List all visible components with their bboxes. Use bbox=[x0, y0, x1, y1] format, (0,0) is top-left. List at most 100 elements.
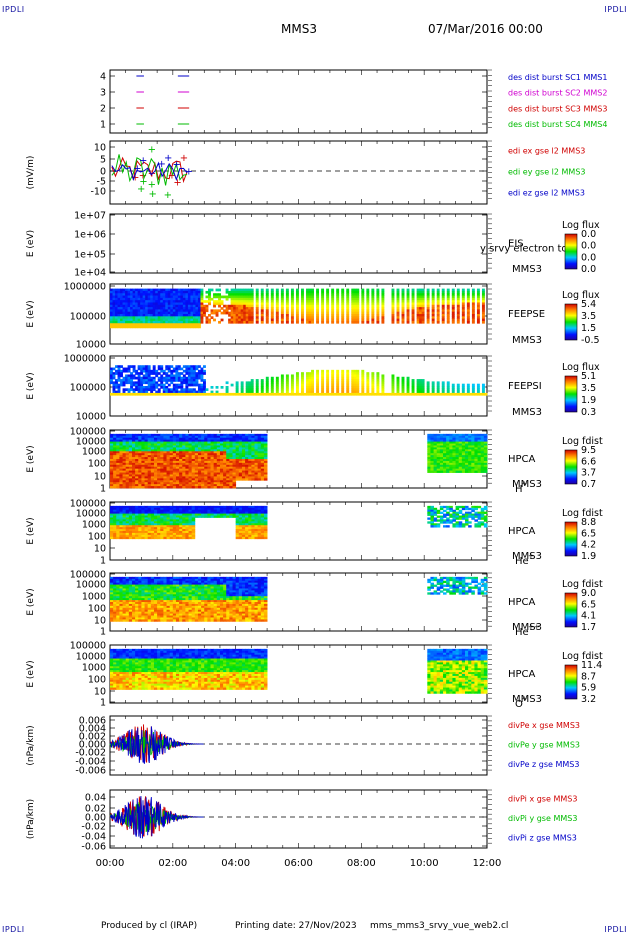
spectrogram-cell bbox=[238, 453, 243, 456]
spectrogram-cell bbox=[326, 314, 330, 317]
spectrogram-cell bbox=[241, 464, 246, 468]
spectrogram-cell bbox=[155, 383, 159, 387]
spectrogram-cell bbox=[257, 460, 262, 464]
spectrogram-cell bbox=[419, 307, 423, 310]
spectrogram-cell bbox=[141, 474, 145, 477]
spectrogram-cell bbox=[120, 307, 123, 310]
spectrogram-cell bbox=[113, 459, 117, 462]
spectrogram-cell bbox=[216, 439, 221, 442]
spectrogram-cell bbox=[306, 314, 309, 317]
spectrogram-cell bbox=[152, 376, 156, 380]
spectrogram-cell bbox=[406, 320, 410, 324]
spectrogram-cell bbox=[197, 443, 202, 446]
spectrogram-cell bbox=[141, 435, 145, 439]
spectrogram-cell bbox=[210, 455, 215, 458]
spectrogram-cell bbox=[116, 449, 120, 452]
spectrogram-cell bbox=[280, 381, 284, 385]
spectrogram-cell bbox=[207, 447, 211, 450]
spectrogram-cell bbox=[465, 439, 469, 442]
spectrogram-cell bbox=[223, 464, 227, 468]
spectrogram-cell bbox=[311, 300, 314, 303]
spectrogram-cell bbox=[471, 451, 475, 454]
colorbar-tick-label: 3.5 bbox=[581, 383, 596, 394]
spectrogram-cell bbox=[351, 379, 355, 382]
spectrogram-cell bbox=[172, 369, 176, 373]
spectrogram-cell bbox=[248, 381, 252, 385]
spectrogram-cell bbox=[245, 295, 249, 299]
spectrogram-cell bbox=[163, 482, 167, 485]
spectrogram-cell bbox=[202, 314, 206, 317]
spectrogram-cell bbox=[223, 474, 227, 477]
spectrogram-cell bbox=[144, 472, 149, 475]
spectrogram-cell bbox=[260, 447, 265, 450]
spectrogram-cell bbox=[458, 466, 463, 470]
spectrogram-cell bbox=[341, 388, 345, 392]
spectrogram-cell bbox=[257, 439, 262, 442]
spectrogram-cell bbox=[371, 381, 375, 385]
spectrogram-cell bbox=[416, 311, 420, 315]
spectrogram-cell bbox=[147, 307, 151, 310]
spectrogram-cell bbox=[147, 480, 152, 483]
spectrogram-cell bbox=[185, 386, 189, 389]
spectrogram-cell bbox=[233, 311, 237, 315]
spectrogram-cell bbox=[145, 311, 149, 315]
spectrogram-cell bbox=[331, 316, 335, 320]
spectrogram-cell bbox=[477, 468, 482, 471]
spectrogram-cell bbox=[436, 297, 440, 301]
spectrogram-cell bbox=[240, 383, 244, 387]
spectrogram-cell bbox=[446, 381, 450, 385]
spectrogram-cell bbox=[245, 386, 249, 389]
spectrogram-cell bbox=[213, 482, 218, 485]
spectrogram-cell bbox=[165, 300, 169, 303]
spectrogram-cell bbox=[366, 318, 370, 322]
spectrogram-cell bbox=[145, 325, 149, 329]
spectrogram-cell bbox=[144, 478, 149, 481]
spectrogram-cell bbox=[443, 449, 447, 452]
spectrogram-cell bbox=[338, 392, 342, 396]
spectrogram-cell bbox=[483, 433, 488, 437]
spectrogram-cell bbox=[255, 320, 259, 324]
spectrogram-cell bbox=[200, 302, 204, 306]
spectrogram-cell bbox=[132, 311, 136, 315]
spectrogram-cell bbox=[308, 383, 312, 387]
spectrogram-cell bbox=[263, 441, 268, 444]
spectrogram-cell bbox=[439, 447, 444, 450]
spectrogram-cell bbox=[250, 295, 254, 299]
edi-point: + bbox=[139, 171, 147, 182]
spectrogram-cell bbox=[439, 459, 444, 462]
spectrogram-cell bbox=[125, 311, 128, 315]
spectrogram-cell bbox=[301, 309, 304, 313]
edi-trace bbox=[111, 156, 188, 184]
spectrogram-cell bbox=[182, 466, 186, 470]
spectrogram-cell bbox=[250, 293, 254, 296]
spectrogram-cell bbox=[216, 466, 221, 470]
y-axis-label: E (eV) bbox=[26, 445, 36, 472]
spectrogram-cell bbox=[110, 451, 114, 454]
spectrogram-cell bbox=[230, 290, 234, 294]
spectrogram-cell bbox=[229, 459, 233, 462]
spectrogram-cell bbox=[255, 293, 259, 296]
spectrogram-cell bbox=[169, 468, 174, 471]
spectrogram-cell bbox=[446, 304, 450, 308]
spectrogram-cell bbox=[117, 307, 121, 310]
spectrogram-cell bbox=[257, 433, 262, 437]
spectrogram-cell bbox=[132, 320, 136, 324]
spectrogram-cell bbox=[455, 459, 460, 462]
spectrogram-cell bbox=[122, 318, 126, 322]
spectrogram-cell bbox=[255, 383, 259, 387]
spectrogram-cell bbox=[260, 293, 264, 296]
spectrogram-cell bbox=[229, 472, 233, 475]
spectrogram-cell bbox=[194, 455, 199, 458]
spectrogram-cell bbox=[147, 472, 152, 475]
spectrogram-cell bbox=[135, 532, 139, 536]
spectrogram-cell bbox=[175, 392, 179, 396]
spectrogram-cell bbox=[229, 478, 233, 481]
spectrogram-cell bbox=[163, 445, 167, 448]
spectrogram-cell bbox=[141, 453, 145, 456]
spectrogram-cell bbox=[179, 482, 183, 485]
spectrogram-cell bbox=[140, 293, 144, 296]
spectrogram-cell bbox=[138, 486, 142, 489]
spectrogram-cell bbox=[308, 320, 312, 324]
spectrogram-cell bbox=[207, 449, 211, 452]
spectrogram-cell bbox=[122, 381, 126, 385]
